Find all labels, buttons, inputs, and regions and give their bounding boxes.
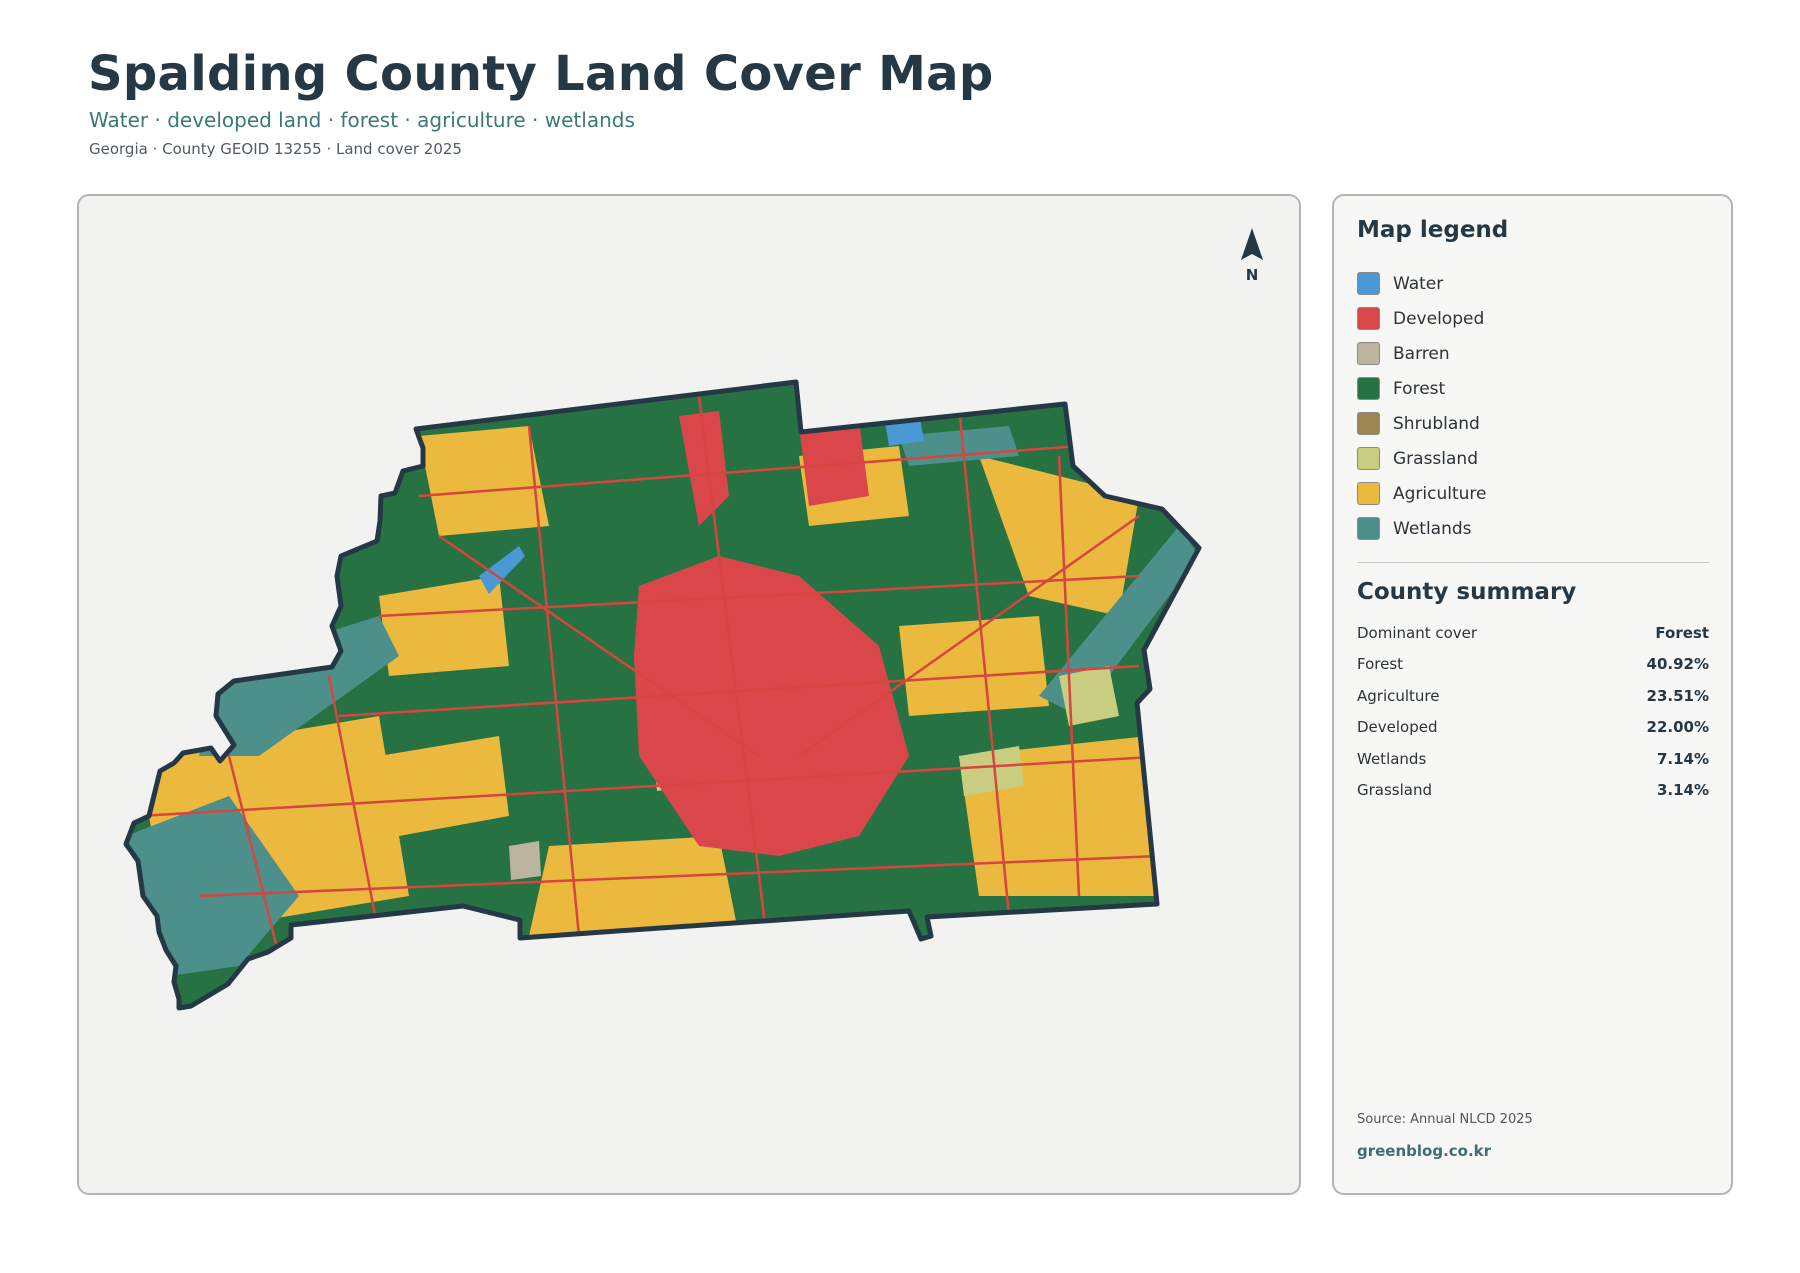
summary-value: 40.92%: [1646, 655, 1709, 674]
summary-row: Developed 22.00%: [1357, 712, 1709, 744]
legend-title: Map legend: [1357, 217, 1509, 243]
legend-item-developed: Developed: [1357, 301, 1487, 336]
legend-swatch: [1357, 412, 1380, 435]
page-meta: Georgia · County GEOID 13255 · Land cove…: [89, 140, 462, 158]
divider: [1357, 562, 1709, 563]
legend-item-shrubland: Shrubland: [1357, 406, 1487, 441]
legend-label: Barren: [1393, 343, 1450, 364]
legend-item-water: Water: [1357, 266, 1487, 301]
summary-key: Developed: [1357, 718, 1438, 737]
legend-item-wetlands: Wetlands: [1357, 511, 1487, 546]
legend-label: Developed: [1393, 308, 1485, 329]
land-cover-map[interactable]: [79, 196, 1299, 1193]
legend-swatch: [1357, 377, 1380, 400]
north-arrow-icon: [1241, 228, 1263, 260]
legend-list: Water Developed Barren Forest Shrubland Grass…: [1357, 266, 1487, 546]
legend-swatch: [1357, 482, 1380, 505]
legend-swatch: [1357, 447, 1380, 470]
page-subtitle: Water · developed land · forest · agricu…: [89, 108, 635, 132]
summary-value: 23.51%: [1646, 686, 1709, 705]
legend-label: Shrubland: [1393, 413, 1480, 434]
legend-item-agriculture: Agriculture: [1357, 476, 1487, 511]
summary-row: Agriculture 23.51%: [1357, 680, 1709, 712]
summary-key: Wetlands: [1357, 749, 1427, 768]
summary-row: Forest 40.92%: [1357, 649, 1709, 681]
summary-key: Dominant cover: [1357, 623, 1478, 642]
summary-row: Dominant cover Forest: [1357, 617, 1709, 649]
legend-swatch: [1357, 307, 1380, 330]
page-title: Spalding County Land Cover Map: [88, 46, 994, 102]
summary-key: Agriculture: [1357, 686, 1440, 705]
legend-label: Wetlands: [1393, 518, 1472, 539]
summary-row: Wetlands 7.14%: [1357, 743, 1709, 775]
legend-item-forest: Forest: [1357, 371, 1487, 406]
legend-item-grassland: Grassland: [1357, 441, 1487, 476]
summary-value: Forest: [1655, 623, 1709, 642]
summary-key: Forest: [1357, 655, 1404, 674]
legend-label: Forest: [1393, 378, 1446, 399]
legend-item-barren: Barren: [1357, 336, 1487, 371]
legend-swatch: [1357, 342, 1380, 365]
summary-value: 7.14%: [1656, 749, 1709, 768]
summary-value: 22.00%: [1646, 718, 1709, 737]
summary-key: Grassland: [1357, 781, 1432, 800]
summary-value: 3.14%: [1656, 781, 1709, 800]
summary-table: Dominant cover Forest Forest 40.92% Agricult…: [1357, 617, 1709, 806]
legend-swatch: [1357, 272, 1380, 295]
legend-label: Agriculture: [1393, 483, 1487, 504]
legend-label: Grassland: [1393, 448, 1478, 469]
site-link[interactable]: greenblog.co.kr: [1357, 1142, 1492, 1160]
legend-swatch: [1357, 517, 1380, 540]
map-panel[interactable]: N: [77, 194, 1301, 1195]
side-panel: Map legend Water Developed Barren Forest Shr…: [1332, 194, 1733, 1195]
north-label: N: [1245, 266, 1259, 284]
summary-title: County summary: [1357, 579, 1577, 605]
source-note: Source: Annual NLCD 2025: [1357, 1112, 1533, 1127]
summary-row: Grassland 3.14%: [1357, 775, 1709, 807]
north-arrow: N: [1232, 224, 1272, 284]
legend-label: Water: [1393, 273, 1444, 294]
